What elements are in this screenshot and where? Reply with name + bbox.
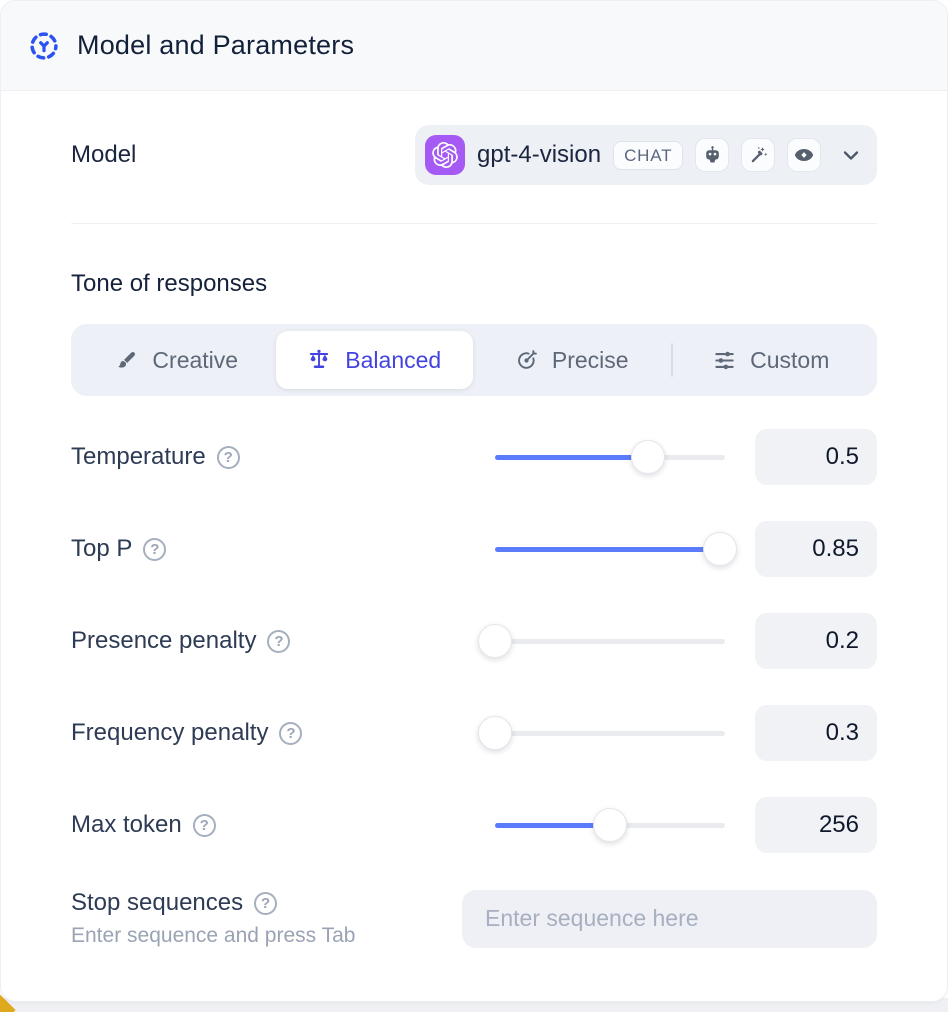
stop-sequences-hint: Enter sequence and press Tab xyxy=(71,924,356,947)
model-type-badge: CHAT xyxy=(613,140,684,170)
top-p-label: Top P xyxy=(71,535,133,562)
tab-label: Precise xyxy=(551,346,629,373)
stop-sequences-label-block: Stop sequences ? Enter sequence and pres… xyxy=(71,889,432,948)
param-row-frequency-penalty: Frequency penalty ? 0.3 xyxy=(71,705,877,761)
frequency-penalty-value[interactable]: 0.3 xyxy=(755,705,877,761)
tab-custom[interactable]: Custom xyxy=(673,331,871,389)
chevron-down-icon[interactable] xyxy=(839,143,863,167)
tab-label: Custom xyxy=(750,346,830,373)
tab-label: Creative xyxy=(152,346,239,373)
tab-creative[interactable]: Creative xyxy=(78,331,276,389)
frequency-penalty-slider[interactable] xyxy=(478,716,725,750)
model-select-dropdown[interactable]: gpt-4-vision CHAT xyxy=(415,125,877,185)
slider-thumb[interactable] xyxy=(593,808,627,842)
top-p-slider[interactable] xyxy=(495,532,738,566)
help-icon[interactable]: ? xyxy=(216,445,240,469)
presence-penalty-label: Presence penalty xyxy=(71,627,257,654)
presence-penalty-slider[interactable] xyxy=(478,624,725,658)
section-divider xyxy=(71,223,877,224)
max-token-value[interactable]: 256 xyxy=(755,797,877,853)
param-row-top-p: Top P ? 0.85 xyxy=(71,521,877,577)
slider-track xyxy=(495,730,725,736)
temperature-value[interactable]: 0.5 xyxy=(755,429,877,485)
stop-sequences-row: Stop sequences ? Enter sequence and pres… xyxy=(71,889,877,948)
temperature-slider[interactable] xyxy=(495,440,725,474)
param-row-max-token: Max token ? 256 xyxy=(71,797,877,853)
help-icon[interactable]: ? xyxy=(279,721,303,745)
param-row-presence-penalty: Presence penalty ? 0.2 xyxy=(71,613,877,669)
openai-logo-icon xyxy=(425,135,465,175)
help-icon[interactable]: ? xyxy=(254,891,278,915)
tab-balanced[interactable]: Balanced xyxy=(275,331,473,389)
tab-label: Balanced xyxy=(345,346,442,373)
target-icon xyxy=(515,349,538,372)
model-parameters-icon xyxy=(27,29,61,63)
assistant-robot-icon xyxy=(695,138,730,172)
tone-tab-group: Creative Balanced xyxy=(71,324,877,396)
slider-thumb[interactable] xyxy=(478,624,512,658)
magic-wand-icon xyxy=(741,138,776,172)
vision-eye-icon xyxy=(787,138,822,172)
model-label: Model xyxy=(71,141,137,168)
presence-penalty-value[interactable]: 0.2 xyxy=(755,613,877,669)
frequency-penalty-label: Frequency penalty xyxy=(71,719,269,746)
panel-title: Model and Parameters xyxy=(77,30,355,60)
tab-separator xyxy=(670,343,673,377)
parameter-list: Temperature ? 0.5 Top P ? xyxy=(71,429,877,853)
stop-sequences-label: Stop sequences xyxy=(71,889,244,916)
help-icon[interactable]: ? xyxy=(143,537,167,561)
temperature-label: Temperature xyxy=(71,443,206,470)
slider-fill xyxy=(495,454,648,460)
paintbrush-icon xyxy=(115,349,138,372)
model-row: Model gpt-4-vision CHAT xyxy=(71,125,877,185)
help-icon[interactable]: ? xyxy=(192,813,216,837)
max-token-label: Max token xyxy=(71,811,182,838)
slider-thumb[interactable] xyxy=(630,440,665,474)
slider-track xyxy=(495,638,725,644)
balance-scale-icon xyxy=(307,348,331,372)
sliders-icon xyxy=(713,349,736,372)
help-icon[interactable]: ? xyxy=(267,629,291,653)
max-token-slider[interactable] xyxy=(495,808,725,842)
panel-body: Model gpt-4-vision CHAT xyxy=(1,125,947,948)
slider-fill xyxy=(495,546,721,552)
panel-header: Model and Parameters xyxy=(1,1,947,91)
top-p-value[interactable]: 0.85 xyxy=(755,521,877,577)
stop-sequence-input[interactable] xyxy=(462,889,877,948)
selected-model-name: gpt-4-vision xyxy=(477,141,602,168)
tab-precise[interactable]: Precise xyxy=(473,331,671,389)
slider-thumb[interactable] xyxy=(478,716,512,750)
slider-thumb[interactable] xyxy=(703,532,738,566)
tone-heading: Tone of responses xyxy=(71,270,268,297)
param-row-temperature: Temperature ? 0.5 xyxy=(71,429,877,485)
slider-fill xyxy=(495,822,610,828)
